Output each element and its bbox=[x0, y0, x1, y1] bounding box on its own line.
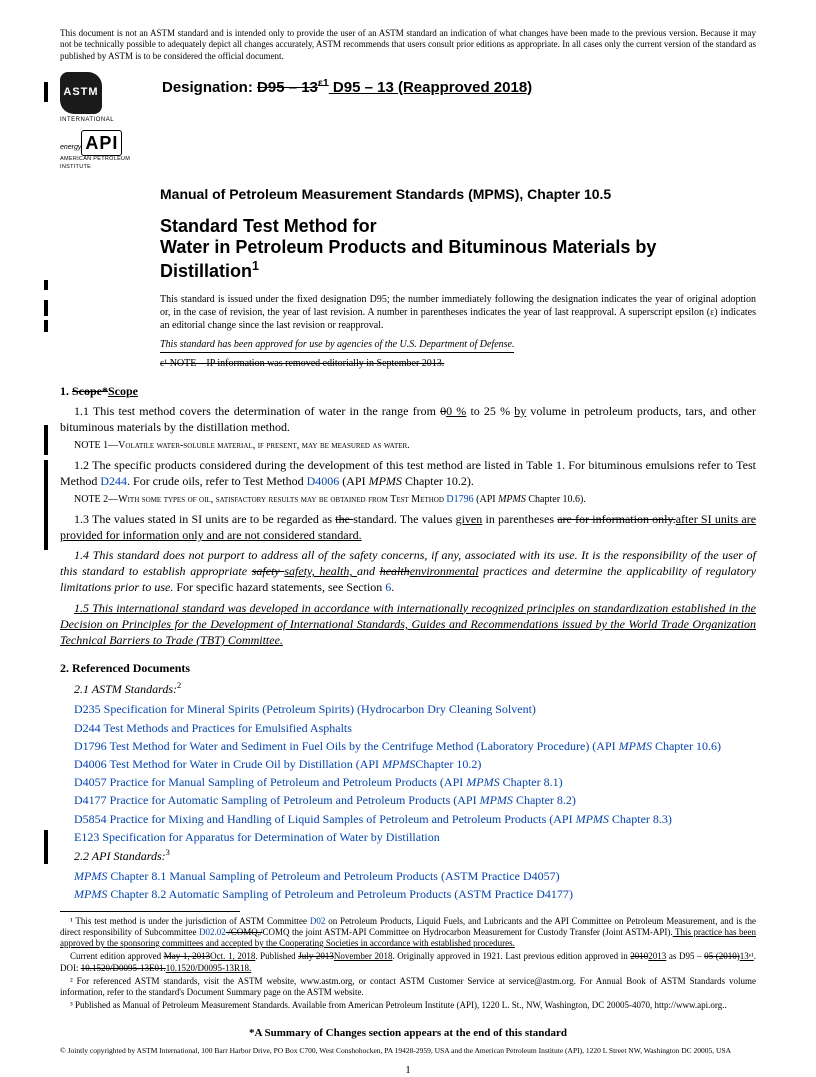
title-line2: Water in Petroleum Products and Bitumino… bbox=[160, 237, 756, 282]
astm-logo: ASTM INTERNATIONAL bbox=[60, 72, 150, 124]
ref-item: D4057 Practice for Manual Sampling of Pe… bbox=[60, 774, 756, 790]
change-bar bbox=[44, 830, 48, 864]
designation-old: D95 – 13ε1 bbox=[257, 79, 329, 96]
ref-item: D1796 Test Method for Water and Sediment… bbox=[60, 738, 756, 754]
api-ref-item: MPMS Chapter 8.2 Automatic Sampling of P… bbox=[60, 886, 756, 902]
change-bar bbox=[44, 280, 48, 290]
footnote-2: ² For referenced ASTM standards, visit t… bbox=[60, 976, 756, 999]
ref-item: E123 Specification for Apparatus for Det… bbox=[60, 829, 756, 845]
astm-blob: ASTM bbox=[60, 72, 102, 114]
sub-2-1: 2.1 ASTM Standards:2 bbox=[60, 680, 756, 697]
ref-item: D4006 Test Method for Water in Crude Oil… bbox=[60, 756, 756, 772]
header-row: ASTM INTERNATIONAL energyAPI AMERICAN PE… bbox=[60, 72, 756, 171]
designation-label: Designation: bbox=[162, 79, 257, 96]
footnote-3: ³ Published as Manual of Petroleum Measu… bbox=[60, 1000, 756, 1011]
astm-intl: INTERNATIONAL bbox=[60, 116, 114, 124]
change-bar bbox=[44, 320, 48, 332]
change-bar bbox=[44, 425, 48, 455]
api-ref-item: MPMS Chapter 8.1 Manual Sampling of Petr… bbox=[60, 868, 756, 884]
summary-line: *A Summary of Changes section appears at… bbox=[60, 1026, 756, 1041]
para-1-1: 1.1 This test method covers the determin… bbox=[60, 403, 756, 435]
para-1-2: 1.2 The specific products considered dur… bbox=[60, 457, 756, 489]
api-energy: energy bbox=[60, 144, 81, 151]
approved-note: This standard has been approved for use … bbox=[160, 338, 514, 354]
ref-item: D235 Specification for Mineral Spirits (… bbox=[60, 701, 756, 717]
disclaimer-text: This document is not an ASTM standard an… bbox=[60, 28, 756, 62]
change-bar bbox=[44, 460, 48, 550]
change-bar bbox=[44, 300, 48, 316]
title-block: Standard Test Method for Water in Petrol… bbox=[160, 216, 756, 283]
designation-line: Designation: D95 – 13ε1 D95 – 13 (Reappr… bbox=[162, 76, 756, 98]
para-1-3: 1.3 The values stated in SI units are to… bbox=[60, 511, 756, 543]
astm-refs-list: D235 Specification for Mineral Spirits (… bbox=[60, 701, 756, 845]
api-text: API bbox=[81, 130, 122, 156]
issue-note: This standard is issued under the fixed … bbox=[160, 293, 756, 332]
section-2-heading: 2. Referenced Documents bbox=[60, 660, 756, 676]
title-line1: Standard Test Method for bbox=[160, 216, 756, 238]
api-full: AMERICAN PETROLEUM INSTITUTE bbox=[60, 156, 150, 171]
footnote-rule bbox=[60, 911, 240, 912]
page-number: 1 bbox=[60, 1063, 756, 1077]
link-d4006[interactable]: D4006 bbox=[307, 474, 340, 488]
footnote-1b: Current edition approved May 1, 2013Oct.… bbox=[60, 951, 756, 974]
link-d02[interactable]: D02 bbox=[310, 916, 326, 926]
note-2: NOTE 2—With some types of oil, satisfact… bbox=[60, 493, 756, 507]
historical-note: ε¹ NOTE—IP information was removed edito… bbox=[160, 357, 756, 371]
para-1-5: 1.5 This international standard was deve… bbox=[60, 600, 756, 649]
change-bar bbox=[44, 82, 48, 102]
para-1-4: 1.4 This standard does not purport to ad… bbox=[60, 547, 756, 596]
sub-2-2: 2.2 API Standards:3 bbox=[60, 847, 756, 864]
api-refs-list: MPMS Chapter 8.1 Manual Sampling of Petr… bbox=[60, 868, 756, 902]
copyright-line: © Jointly copyrighted by ASTM Internatio… bbox=[60, 1046, 756, 1056]
api-logo: energyAPI AMERICAN PETROLEUM INSTITUTE bbox=[60, 130, 150, 171]
ref-item: D4177 Practice for Automatic Sampling of… bbox=[60, 792, 756, 808]
designation-new: D95 – 13 (Reapproved 2018) bbox=[329, 79, 532, 96]
link-d02-02[interactable]: D02.02 bbox=[199, 927, 226, 937]
link-d244[interactable]: D244 bbox=[100, 474, 127, 488]
section-1-heading: 1. Scope*Scope bbox=[60, 383, 756, 399]
link-d1796[interactable]: D1796 bbox=[446, 494, 473, 505]
footnote-1: ¹ This test method is under the jurisdic… bbox=[60, 916, 756, 950]
logo-stack: ASTM INTERNATIONAL energyAPI AMERICAN PE… bbox=[60, 72, 150, 171]
note-1: NOTE 1—Volatile water-soluble material, … bbox=[60, 439, 756, 453]
ref-item: D244 Test Methods and Practices for Emul… bbox=[60, 720, 756, 736]
mpms-heading: Manual of Petroleum Measurement Standard… bbox=[160, 185, 756, 204]
ref-item: D5854 Practice for Mixing and Handling o… bbox=[60, 811, 756, 827]
